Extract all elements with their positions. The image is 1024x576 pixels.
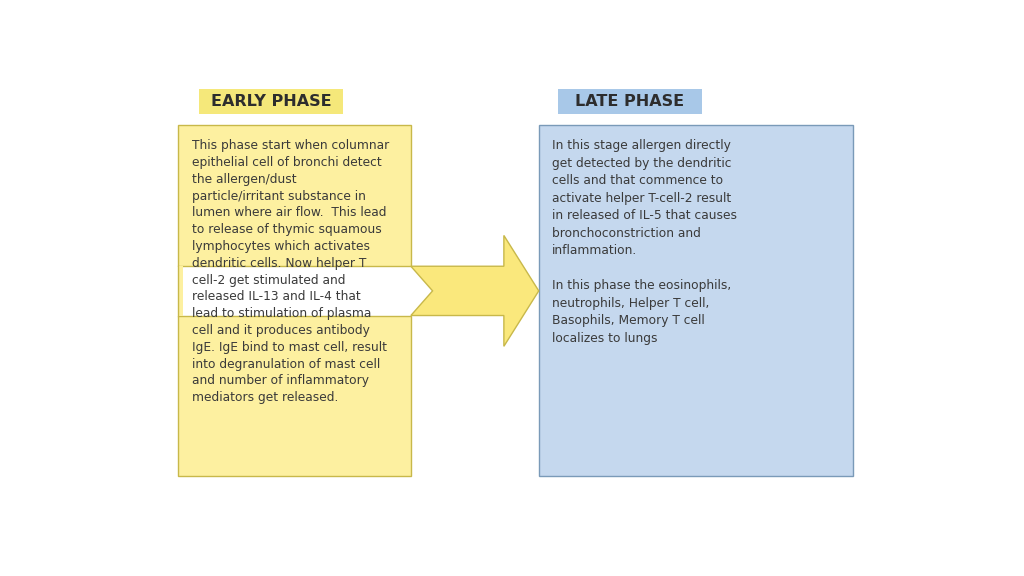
- Text: This phase start when columnar
epithelial cell of bronchi detect
the allergen/du: This phase start when columnar epithelia…: [191, 139, 389, 404]
- FancyBboxPatch shape: [539, 126, 853, 476]
- FancyBboxPatch shape: [558, 89, 701, 114]
- FancyBboxPatch shape: [178, 126, 411, 266]
- FancyBboxPatch shape: [178, 316, 411, 476]
- FancyBboxPatch shape: [200, 89, 343, 114]
- Text: In this stage allergen directly
get detected by the dendritic
cells and that com: In this stage allergen directly get dete…: [552, 139, 737, 344]
- Text: EARLY PHASE: EARLY PHASE: [211, 94, 332, 109]
- Text: LATE PHASE: LATE PHASE: [575, 94, 684, 109]
- FancyBboxPatch shape: [178, 266, 183, 316]
- Polygon shape: [411, 236, 539, 346]
